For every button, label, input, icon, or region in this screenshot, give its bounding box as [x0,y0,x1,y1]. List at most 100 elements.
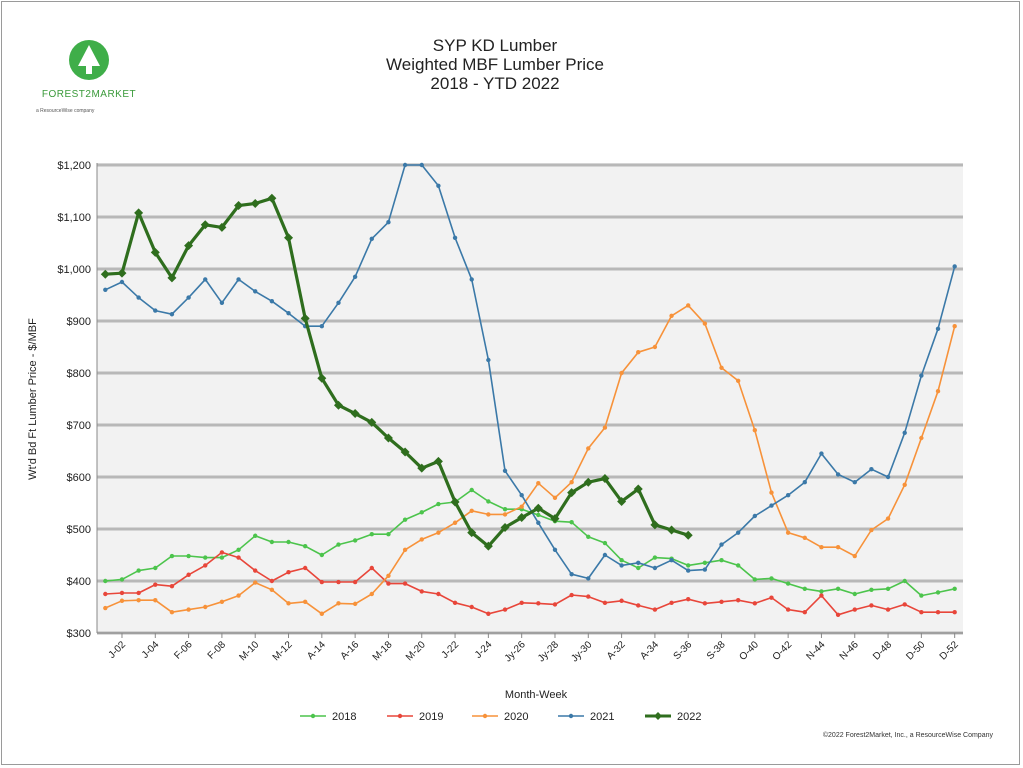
legend-marker-2018 [310,713,316,719]
chart-title-line-1: SYP KD Lumber [432,36,558,55]
data-point-2019 [502,607,508,612]
data-point-2018 [103,578,108,584]
data-point-2020 [719,365,724,370]
data-point-2022 [200,220,210,230]
data-point-2018 [852,591,857,597]
data-point-2020 [519,504,524,509]
y-tick-label: $1,100 [57,212,91,224]
data-point-2019 [386,581,391,586]
data-point-2020 [253,580,258,585]
data-point-2018 [386,532,391,537]
data-point-2019 [552,602,558,607]
data-point-2018 [719,558,724,563]
data-point-2021 [253,289,258,294]
data-point-2018 [119,577,125,582]
logo-name: FOREST2MARKET [41,89,137,100]
legend-marker-2021 [568,713,574,719]
data-point-2018 [769,576,774,581]
data-point-2022 [383,433,393,443]
data-point-2022 [250,198,260,208]
data-point-2020 [419,537,424,542]
data-point-2021 [885,474,891,480]
data-point-2019 [119,590,125,596]
y-axis-title: Wt'd Bd Ft Lumber Price - $/MBF [27,318,39,480]
legend-marker-2019 [397,713,403,719]
data-point-2019 [735,598,741,603]
data-point-2019 [169,584,175,589]
x-tick-label: M-10 [237,639,261,663]
data-point-2018 [586,534,591,539]
data-point-2020 [402,547,408,552]
data-point-2020 [702,321,708,326]
y-tick-label: $1,200 [57,160,91,172]
tree-icon [69,40,109,80]
data-point-2022 [633,484,643,494]
data-point-2020 [652,344,658,350]
data-point-2022 [483,541,493,551]
x-tick-label: D-52 [938,639,961,662]
data-point-2019 [486,611,491,616]
data-point-2020 [552,495,558,500]
data-point-2021 [169,312,175,317]
data-point-2020 [336,601,341,606]
data-point-2022 [650,520,660,530]
chart-title-line-3: 2018 - YTD 2022 [430,74,560,93]
data-point-2019 [802,610,807,615]
legend-marker-2020 [482,713,488,719]
data-point-2022 [433,456,443,466]
y-tick-label: $800 [67,368,91,380]
legend-marker-2022 [654,712,662,720]
data-point-2019 [652,607,658,612]
data-point-2021 [752,513,758,519]
x-tick-label: J-24 [473,639,495,661]
x-tick-label: Jy-28 [536,639,561,664]
data-point-2019 [785,607,791,612]
data-point-2021 [502,468,508,473]
data-point-2020 [902,482,907,487]
data-point-2019 [452,600,458,606]
x-tick-label: F-08 [206,639,229,662]
data-point-2019 [269,578,275,584]
x-tick-label: M-12 [271,639,295,663]
data-point-2020 [819,545,824,550]
data-point-2020 [502,512,508,517]
data-point-2021 [619,563,624,568]
data-point-2021 [586,576,591,581]
data-point-2020 [236,593,241,598]
data-point-2018 [203,555,208,560]
data-point-2020 [186,607,191,612]
data-point-2019 [919,610,924,615]
data-point-2018 [319,552,325,558]
x-axis-title: Month-Week [505,689,568,701]
data-point-2021 [702,567,708,572]
data-point-2020 [935,389,941,394]
data-point-2021 [952,264,957,269]
data-point-2019 [619,598,624,603]
data-point-2019 [236,555,241,560]
data-point-2020 [686,303,691,308]
data-point-2022 [600,474,610,484]
data-point-2021 [602,552,608,558]
legend-label-2018: 2018 [332,711,356,723]
data-point-2020 [852,553,857,559]
forest2market-logo: FOREST2MARKET a ResourceWise company [34,36,144,126]
data-point-2022 [450,497,460,507]
legend-label-2022: 2022 [677,711,701,723]
data-point-2018 [952,586,957,591]
x-tick-label: M-20 [404,639,428,663]
data-point-2019 [602,600,608,606]
data-point-2018 [869,587,874,593]
x-tick-label: J-04 [140,639,162,661]
data-point-2021 [319,324,325,329]
data-point-2019 [819,593,824,598]
legend-label-2021: 2021 [590,711,614,723]
data-point-2020 [386,573,391,578]
data-point-2021 [536,520,541,525]
data-point-2021 [203,277,208,282]
x-tick-label: O-40 [737,639,761,663]
data-point-2021 [153,308,158,313]
data-point-2018 [486,499,491,504]
data-point-2018 [236,547,241,552]
data-point-2022 [567,488,577,498]
